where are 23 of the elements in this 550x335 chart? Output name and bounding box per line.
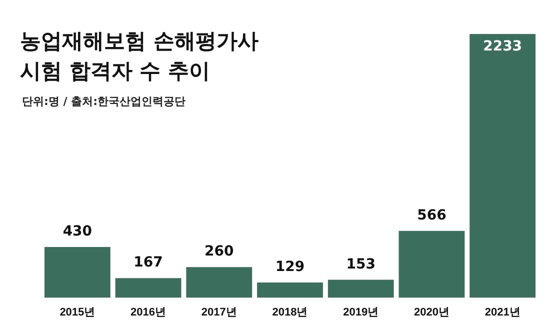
data-label: 260: [204, 244, 234, 260]
bar: [328, 280, 394, 298]
data-label: 129: [275, 259, 305, 276]
x-tick-label: 2018년: [272, 306, 308, 318]
data-label: 430: [62, 224, 92, 240]
text: 농업재해보험 손해평가사 시험 합격자 수 추이: [20, 28, 258, 85]
data-label: 153: [346, 256, 376, 272]
x-tick-label: 2021년: [484, 306, 520, 318]
x-tick-label: 2020년: [414, 306, 450, 318]
x-tick-label: 2017년: [201, 306, 237, 318]
x-tick-label: 2019년: [343, 306, 379, 318]
data-label: 167: [134, 254, 163, 271]
bar: [257, 282, 323, 298]
bar: [115, 278, 182, 298]
x-tick-label: 2015년: [60, 306, 96, 318]
bar: [470, 34, 536, 298]
x-tick-label: 2016년: [130, 306, 166, 318]
bar: [44, 247, 110, 298]
text: 단위:명 / 출처:한국산업인력공단: [22, 94, 186, 109]
bar: [398, 230, 465, 298]
bar: [186, 267, 252, 298]
data-label: 2233: [483, 38, 522, 55]
data-label: 566: [417, 208, 446, 224]
